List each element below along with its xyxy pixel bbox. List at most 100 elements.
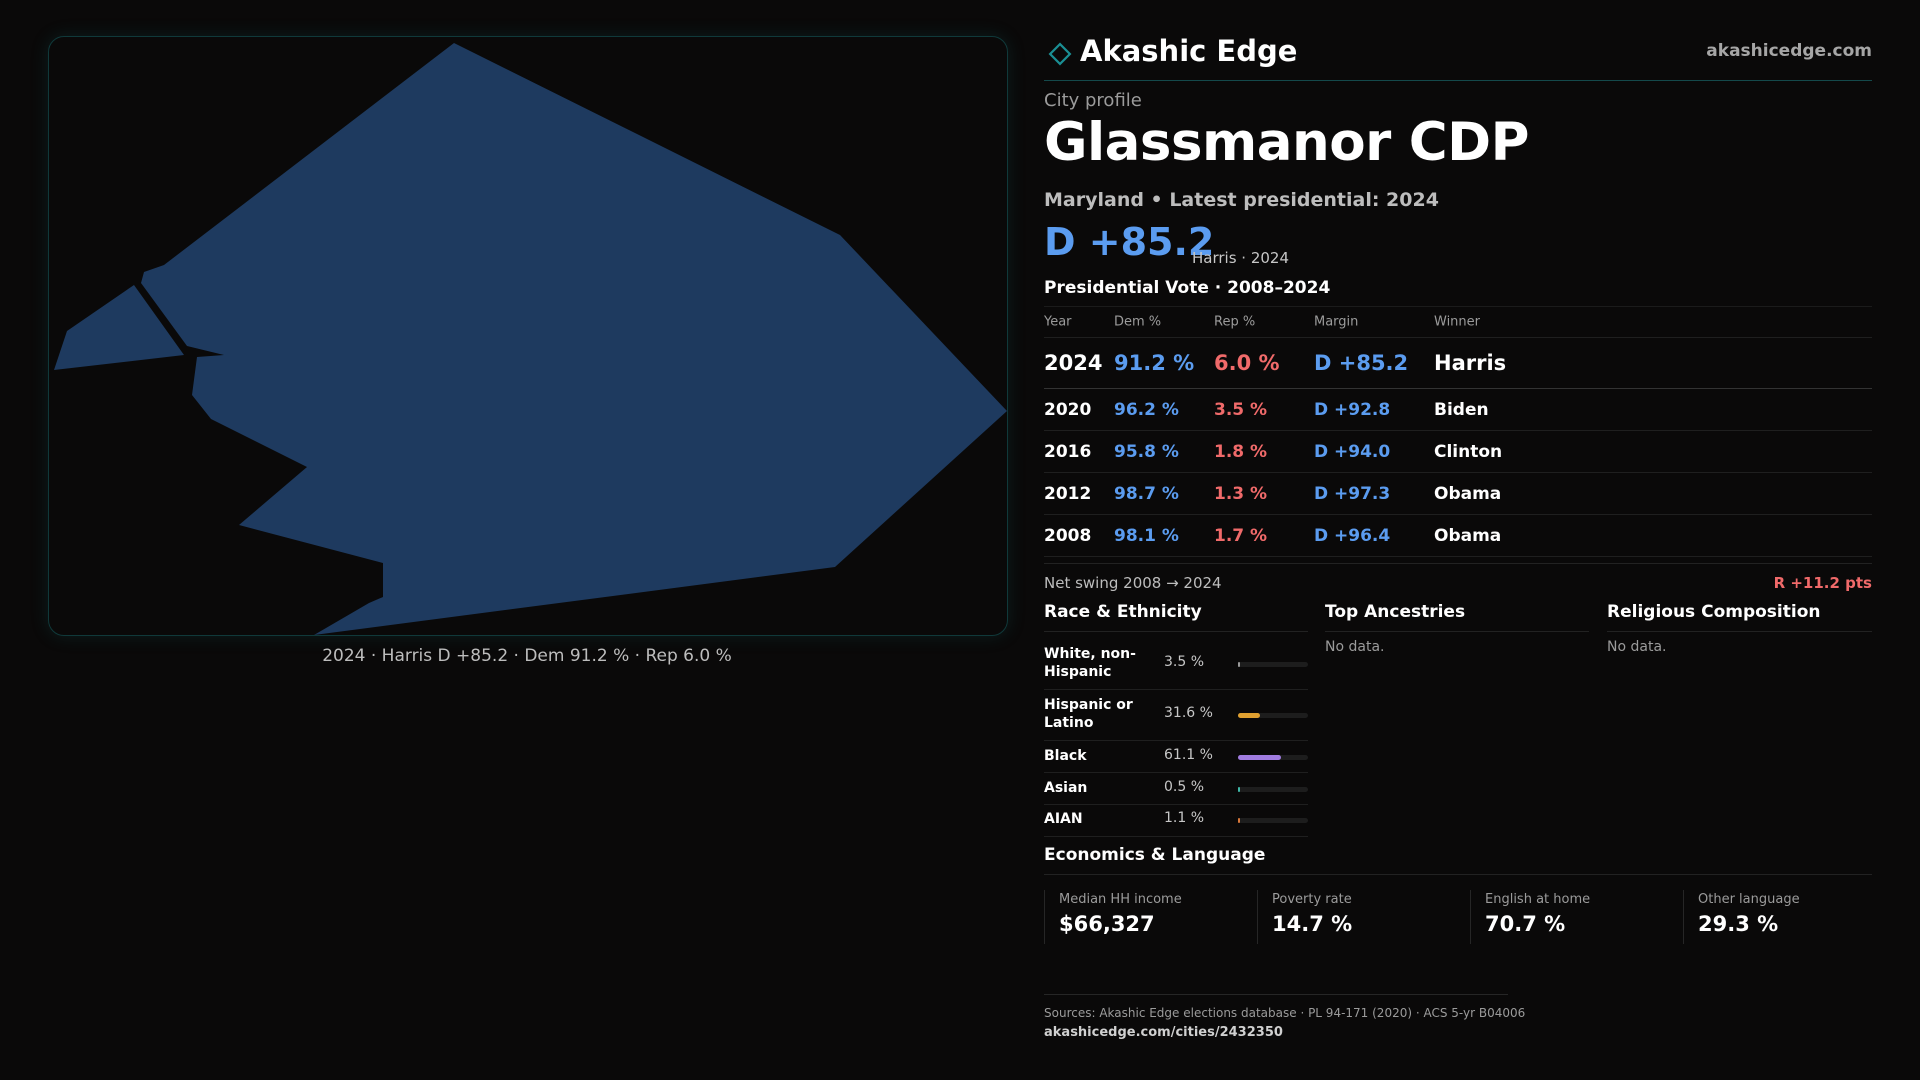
header-dem: Dem % bbox=[1114, 314, 1162, 330]
cell-rep: 6.0 % bbox=[1214, 351, 1280, 375]
vote-table-title: Presidential Vote · 2008–2024 bbox=[1044, 278, 1331, 298]
race-bar-fill bbox=[1238, 787, 1241, 792]
stat-value: 70.7 % bbox=[1485, 912, 1566, 936]
economics-divider bbox=[1044, 874, 1872, 875]
race-label: Hispanic or Latino bbox=[1044, 697, 1133, 731]
cell-margin: D +97.3 bbox=[1314, 483, 1391, 504]
table-row: 2008 98.1 % 1.7 % D +96.4 Obama bbox=[1044, 515, 1872, 557]
net-swing-label: Net swing 2008 → 2024 bbox=[1044, 574, 1222, 592]
brand-name[interactable]: Akashic Edge bbox=[1080, 34, 1298, 68]
race-divider bbox=[1044, 631, 1308, 632]
race-section-title: Race & Ethnicity bbox=[1044, 602, 1202, 622]
race-label: Asian bbox=[1044, 780, 1088, 796]
cell-winner: Clinton bbox=[1434, 441, 1503, 462]
cell-winner: Obama bbox=[1434, 525, 1502, 546]
religion-empty: No data. bbox=[1607, 639, 1667, 655]
race-row: Black 61.1 % bbox=[1044, 741, 1308, 773]
map-caption: 2024 · Harris D +85.2 · Dem 91.2 % · Rep… bbox=[322, 646, 732, 666]
headline-margin: D +85.2 bbox=[1044, 220, 1215, 264]
ancestries-divider bbox=[1325, 631, 1589, 632]
profile-panel: Akashic Edge akashicedge.com City profil… bbox=[1044, 0, 1872, 1080]
stat-english-at-home: English at home 70.7 % bbox=[1470, 890, 1675, 944]
stat-other-language: Other language 29.3 % bbox=[1683, 890, 1888, 944]
cell-year: 2008 bbox=[1044, 525, 1092, 546]
map-panel[interactable] bbox=[48, 36, 1008, 636]
ancestries-empty: No data. bbox=[1325, 639, 1385, 655]
religion-section-title: Religious Composition bbox=[1607, 602, 1821, 622]
page-subtitle: Maryland • Latest presidential: 2024 bbox=[1044, 189, 1439, 211]
race-label: Black bbox=[1044, 748, 1087, 764]
table-row-latest: 2024 91.2 % 6.0 % D +85.2 Harris bbox=[1044, 338, 1872, 389]
headline-note: Harris · 2024 bbox=[1192, 249, 1290, 267]
table-row: 2012 98.7 % 1.3 % D +97.3 Obama bbox=[1044, 473, 1872, 515]
race-label: AIAN bbox=[1044, 811, 1083, 827]
race-bar-track bbox=[1238, 713, 1308, 718]
cell-dem: 95.8 % bbox=[1114, 441, 1179, 462]
cell-winner: Biden bbox=[1434, 399, 1489, 420]
stat-value: $66,327 bbox=[1059, 912, 1155, 936]
table-row: 2016 95.8 % 1.8 % D +94.0 Clinton bbox=[1044, 431, 1872, 473]
cell-dem: 98.7 % bbox=[1114, 483, 1179, 504]
header-margin: Margin bbox=[1314, 314, 1359, 330]
cell-rep: 1.7 % bbox=[1214, 525, 1268, 546]
religion-divider bbox=[1607, 631, 1872, 632]
header-winner: Winner bbox=[1434, 314, 1481, 330]
page-title: Glassmanor CDP bbox=[1044, 112, 1529, 173]
cell-margin: D +85.2 bbox=[1314, 351, 1409, 375]
race-row: Hispanic or Latino 31.6 % bbox=[1044, 690, 1308, 741]
race-bar-track bbox=[1238, 755, 1308, 760]
race-pct: 1.1 % bbox=[1164, 810, 1205, 826]
cell-rep: 3.5 % bbox=[1214, 399, 1268, 420]
race-bar-track bbox=[1238, 787, 1308, 792]
race-bar-track bbox=[1238, 818, 1308, 823]
stat-label: English at home bbox=[1485, 892, 1591, 907]
brand-url-link[interactable]: akashicedge.com bbox=[1706, 41, 1872, 61]
diamond-outline-icon bbox=[1046, 40, 1074, 68]
race-row: White, non-Hispanic 3.5 % bbox=[1044, 639, 1308, 690]
footer-url-link[interactable]: akashicedge.com/cities/2432350 bbox=[1044, 1025, 1283, 1040]
cell-winner: Harris bbox=[1434, 351, 1507, 375]
cell-margin: D +96.4 bbox=[1314, 525, 1391, 546]
cell-dem: 98.1 % bbox=[1114, 525, 1179, 546]
race-bar-fill bbox=[1238, 662, 1241, 667]
race-bar-fill bbox=[1238, 755, 1281, 760]
stat-value: 29.3 % bbox=[1698, 912, 1779, 936]
stat-median-income: Median HH income $66,327 bbox=[1044, 890, 1249, 944]
cell-winner: Obama bbox=[1434, 483, 1502, 504]
cell-margin: D +94.0 bbox=[1314, 441, 1391, 462]
page-eyebrow: City profile bbox=[1044, 90, 1142, 111]
table-header-row: Year Dem % Rep % Margin Winner bbox=[1044, 307, 1872, 338]
cell-dem: 91.2 % bbox=[1114, 351, 1195, 375]
cell-year: 2020 bbox=[1044, 399, 1092, 420]
cell-year: 2016 bbox=[1044, 441, 1092, 462]
race-pct: 31.6 % bbox=[1164, 705, 1213, 721]
footer-divider bbox=[1044, 994, 1508, 995]
city-boundary-map bbox=[54, 43, 1007, 635]
stat-label: Median HH income bbox=[1059, 892, 1182, 907]
cell-margin: D +92.8 bbox=[1314, 399, 1391, 420]
ancestries-section-title: Top Ancestries bbox=[1325, 602, 1466, 622]
city-boundary-shape bbox=[54, 43, 1007, 635]
race-row: AIAN 1.1 % bbox=[1044, 805, 1308, 837]
cell-rep: 1.3 % bbox=[1214, 483, 1268, 504]
cell-dem: 96.2 % bbox=[1114, 399, 1179, 420]
net-swing-value: R +11.2 pts bbox=[1773, 574, 1872, 592]
cell-rep: 1.8 % bbox=[1214, 441, 1268, 462]
stat-value: 14.7 % bbox=[1272, 912, 1353, 936]
header-rep: Rep % bbox=[1214, 314, 1256, 330]
economics-section-title: Economics & Language bbox=[1044, 845, 1266, 865]
race-bar-fill bbox=[1238, 713, 1261, 718]
stat-label: Other language bbox=[1698, 892, 1800, 907]
race-label: White, non-Hispanic bbox=[1044, 646, 1136, 680]
net-swing-row: Net swing 2008 → 2024 R +11.2 pts bbox=[1044, 563, 1872, 594]
stat-poverty-rate: Poverty rate 14.7 % bbox=[1257, 890, 1462, 944]
race-row: Asian 0.5 % bbox=[1044, 773, 1308, 805]
cell-year: 2024 bbox=[1044, 351, 1103, 375]
stat-label: Poverty rate bbox=[1272, 892, 1352, 907]
table-row: 2020 96.2 % 3.5 % D +92.8 Biden bbox=[1044, 389, 1872, 431]
footer-sources: Sources: Akashic Edge elections database… bbox=[1044, 1006, 1526, 1020]
header-year: Year bbox=[1044, 314, 1072, 330]
cell-year: 2012 bbox=[1044, 483, 1092, 504]
race-bar-track bbox=[1238, 662, 1308, 667]
race-pct: 3.5 % bbox=[1164, 654, 1205, 670]
